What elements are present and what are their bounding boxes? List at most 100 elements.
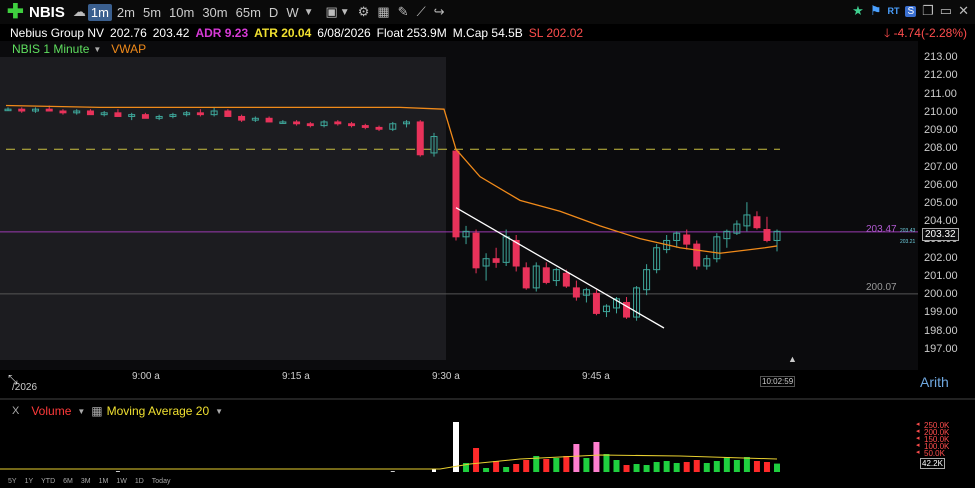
- vwap-legend[interactable]: VWAP: [111, 42, 147, 56]
- price-axis[interactable]: 213.00 212.00 211.00 210.00 209.00 208.00 207.…: [866, 41, 975, 396]
- chart-legend: NBIS 1 Minute ▼ VWAP: [0, 41, 146, 57]
- volume-bar: [115, 471, 120, 472]
- volume-bar: [523, 460, 530, 472]
- share-icon[interactable]: ↪: [433, 4, 445, 19]
- panel-divider[interactable]: [0, 398, 975, 400]
- price-tick-label: 206.00: [924, 178, 958, 191]
- symbol-label[interactable]: NBIS: [29, 3, 65, 21]
- timeframe-30m[interactable]: 30m: [202, 4, 228, 20]
- session-candle: [562, 269, 570, 288]
- up-triangle-icon[interactable]: ▲: [788, 354, 797, 364]
- bid-price: 202.76: [110, 25, 147, 40]
- range-3m[interactable]: 3M: [80, 477, 91, 485]
- chevron-down-icon[interactable]: ▼: [93, 44, 102, 54]
- price-tick-label: 201.00: [924, 269, 958, 282]
- volume-bar: [693, 460, 700, 472]
- volume-title[interactable]: Volume: [31, 404, 72, 418]
- range-1m[interactable]: 1M: [98, 477, 109, 485]
- volume-bar: [483, 468, 490, 472]
- draw-icon[interactable]: ✎: [397, 4, 409, 19]
- volume-bar: [543, 459, 550, 472]
- chart-title[interactable]: NBIS 1 Minute: [12, 42, 90, 56]
- premarket-candle: [4, 107, 12, 112]
- session-candle: [572, 280, 580, 301]
- premarket-candle: [73, 109, 81, 115]
- range-5y[interactable]: 5Y: [8, 477, 17, 485]
- clock: 10:02:59: [760, 376, 796, 387]
- volume-bar: [683, 462, 690, 472]
- volume-bar: [733, 460, 740, 472]
- volume-ma-line: [0, 454, 778, 470]
- timeframe-2m[interactable]: 2m: [116, 4, 135, 20]
- timeframe-1m[interactable]: 1m: [87, 3, 112, 21]
- add-symbol-icon[interactable]: ✚: [7, 1, 24, 23]
- volume-axis[interactable]: 250.0K ◂ 200.0K ◂ 150.0K ◂ 100.0K ◂ 50.0K ◂ 42.2K: [916, 418, 975, 474]
- moving-average-legend[interactable]: Moving Average 20: [106, 404, 210, 418]
- chevron-down-icon[interactable]: ▼: [215, 406, 224, 416]
- time-axis[interactable]: /2026 ⤡ 9:00 a 9:15 a 9:30 a 9:45 a ▲ 10…: [0, 354, 949, 396]
- range-today[interactable]: Today: [151, 477, 171, 485]
- timeframe-65m[interactable]: 65m: [235, 4, 261, 20]
- price-tick-label: 205.00: [924, 197, 958, 209]
- premarket-candle: [196, 109, 204, 117]
- volume-bar: [703, 463, 710, 472]
- chevron-down-icon[interactable]: ▼: [339, 6, 350, 18]
- close-icon[interactable]: ✕: [958, 3, 969, 18]
- session-candle: [693, 240, 701, 270]
- date-value: 6/08/2026: [317, 25, 371, 40]
- rt-label[interactable]: RT: [887, 6, 900, 16]
- premarket-candle: [128, 112, 136, 121]
- expand-icon[interactable]: ⤡: [8, 372, 18, 386]
- premarket-candle: [100, 111, 108, 117]
- session-candle: [743, 202, 751, 232]
- atr-value: ATR 20.04: [254, 25, 312, 40]
- tick-arrow-icon: ◂: [916, 442, 920, 449]
- range-1y[interactable]: 1Y: [24, 477, 34, 485]
- drawing-tools-icon[interactable]: ⟋: [416, 4, 426, 19]
- volume-bar: [633, 464, 640, 472]
- session-candle: [582, 287, 590, 303]
- flag-icon[interactable]: ⚑: [869, 3, 882, 18]
- timeframe-10m[interactable]: 10m: [169, 4, 195, 20]
- volume-bar: [503, 467, 510, 472]
- chevron-down-icon[interactable]: ▼: [77, 406, 86, 416]
- axis-mode[interactable]: Arith: [920, 374, 949, 390]
- table-icon[interactable]: ▦: [91, 404, 103, 418]
- volume-tick-label: 250.0K: [924, 421, 950, 430]
- range-1w[interactable]: 1W: [116, 477, 127, 485]
- link-icon[interactable]: ☁: [72, 4, 86, 19]
- volume-bar: [613, 460, 620, 472]
- scanner-icon[interactable]: S: [905, 5, 917, 17]
- timeframe-5m[interactable]: 5m: [142, 4, 162, 20]
- maximize-icon[interactable]: ▭: [939, 3, 953, 18]
- range-ytd[interactable]: YTD: [41, 477, 56, 485]
- restore-icon[interactable]: ❐: [922, 3, 934, 18]
- time-label: 9:00 a: [132, 371, 160, 382]
- premarket-candle: [265, 116, 273, 123]
- timeframe-w[interactable]: W: [286, 4, 299, 20]
- volume-bar: [763, 462, 770, 472]
- small-price-marker-high: 203.43: [900, 227, 916, 234]
- star-icon[interactable]: ★: [852, 3, 864, 18]
- close-icon[interactable]: X: [12, 405, 20, 417]
- volume-chart[interactable]: [0, 418, 918, 474]
- premarket-candle: [210, 107, 218, 117]
- price-chart[interactable]: [0, 41, 918, 370]
- session-candle: [723, 229, 731, 248]
- range-1d[interactable]: 1D: [134, 477, 144, 485]
- indicators-icon[interactable]: ⚙: [357, 4, 370, 19]
- session-candle: [532, 262, 540, 292]
- volume-bar: [743, 457, 750, 472]
- timeframe-d[interactable]: D: [268, 4, 279, 20]
- chart-type-icon[interactable]: ▣: [325, 4, 338, 19]
- volume-bar: [643, 465, 650, 472]
- volume-bar: [673, 463, 680, 472]
- session-candle: [733, 220, 741, 235]
- session-candle: [673, 231, 681, 248]
- chevron-down-icon[interactable]: ▼: [303, 6, 314, 18]
- volume-bar: [533, 456, 540, 472]
- calculator-icon[interactable]: ▦: [377, 4, 390, 19]
- premarket-candle: [320, 120, 328, 128]
- range-6m[interactable]: 6M: [63, 477, 73, 485]
- time-label: 9:15 a: [282, 371, 310, 382]
